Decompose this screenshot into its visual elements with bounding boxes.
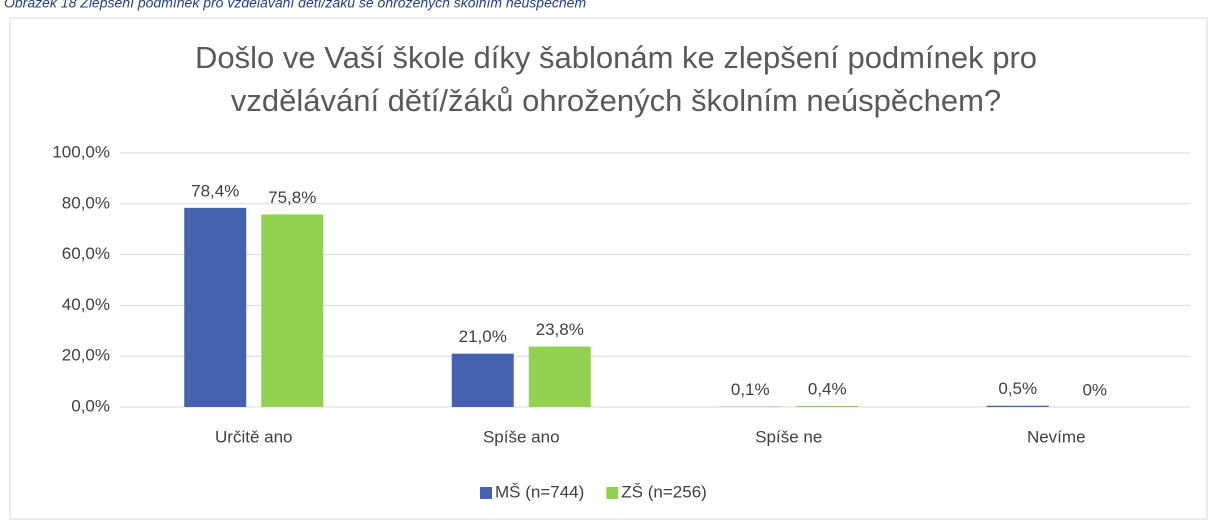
legend-swatch [606, 487, 619, 499]
bar [986, 405, 1049, 407]
value-label: 0% [1082, 380, 1107, 399]
value-label: 23,8% [536, 320, 584, 339]
legend-label: MŠ (n=744) [495, 482, 584, 501]
value-label: 0,1% [731, 380, 770, 399]
y-tick-label: 80,0% [62, 193, 110, 212]
x-tick-label: Spíše ano [483, 427, 560, 446]
x-tick-label: Nevíme [1027, 427, 1086, 446]
y-tick-label: 60,0% [62, 244, 110, 263]
value-label: 75,8% [268, 188, 316, 207]
chart-title: vzdělávání dětí/žáků ohrožených školním … [231, 83, 1001, 118]
value-label: 78,4% [191, 181, 239, 200]
bar [184, 207, 247, 407]
value-label: 21,0% [459, 327, 507, 346]
x-tick-label: Určitě ano [215, 427, 292, 446]
chart-title: Došlo ve Vaší škole díky šablonám ke zle… [195, 40, 1037, 75]
bar [451, 353, 514, 407]
legend-swatch [480, 487, 492, 499]
legend-label: ZŠ (n=256) [621, 482, 707, 501]
bar [796, 405, 859, 407]
y-tick-label: 20,0% [62, 346, 110, 365]
value-label: 0,5% [998, 379, 1037, 398]
y-tick-label: 0,0% [71, 396, 110, 415]
caption: Obrázek 18 Zlepšení podmínek pro vzděláv… [4, 0, 586, 11]
value-label: 0,4% [808, 379, 847, 398]
bar [528, 346, 591, 407]
y-tick-label: 100,0% [52, 142, 110, 161]
x-tick-label: Spíše ne [755, 427, 822, 446]
y-tick-label: 40,0% [62, 295, 110, 314]
bar [261, 214, 324, 407]
